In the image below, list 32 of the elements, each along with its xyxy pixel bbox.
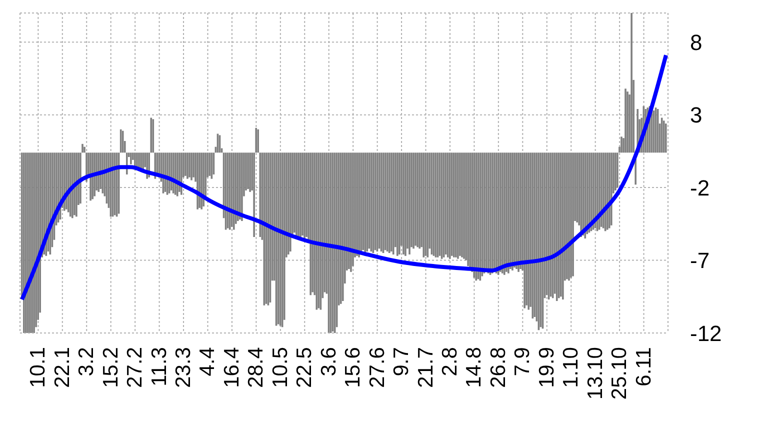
- y-tick-label: -7: [690, 248, 710, 274]
- x-tick-label: 21.7: [414, 347, 438, 388]
- x-tick-label: 22.5: [293, 347, 316, 388]
- x-tick-label: 1.10: [560, 347, 583, 388]
- x-tick-label: 22.1: [50, 347, 74, 388]
- x-tick-label: 3.2: [75, 347, 98, 376]
- y-tick-label: -12: [690, 320, 722, 346]
- x-tick-label: 6.11: [632, 347, 656, 386]
- x-tick-label: 10.5: [268, 347, 292, 388]
- x-tick-label: 11.3: [148, 347, 171, 386]
- x-tick-label: 4.4: [196, 346, 220, 376]
- x-tick-label: 28.4: [244, 346, 268, 388]
- line-series: [20, 53, 668, 302]
- x-tick-label: 23.3: [172, 347, 196, 388]
- x-tick-label: 19.9: [535, 347, 558, 388]
- x-tick-label: 16.4: [220, 346, 244, 388]
- x-tick-label: 2.8: [438, 347, 462, 376]
- x-tick-label: 15.6: [342, 347, 365, 388]
- y-tick-label: 8: [690, 30, 702, 55]
- x-tick-label: 14.8: [462, 347, 486, 388]
- x-tick-label: 10.1: [26, 347, 50, 388]
- y-tick-label: 3: [690, 102, 702, 128]
- x-tick-label: 25.10: [608, 347, 632, 400]
- x-tick-label: 26.8: [486, 347, 510, 388]
- y-tick-label: -2: [690, 175, 710, 200]
- x-tick-label: 3.6: [317, 347, 340, 376]
- x-tick-label: 27.2: [124, 347, 147, 388]
- x-tick-label: 7.9: [511, 347, 534, 376]
- x-tick-label: 13.10: [584, 347, 607, 400]
- x-tick-label: 9.7: [390, 347, 414, 376]
- x-tick-label: 15.2: [99, 347, 122, 388]
- x-tick-label: 27.6: [366, 347, 389, 388]
